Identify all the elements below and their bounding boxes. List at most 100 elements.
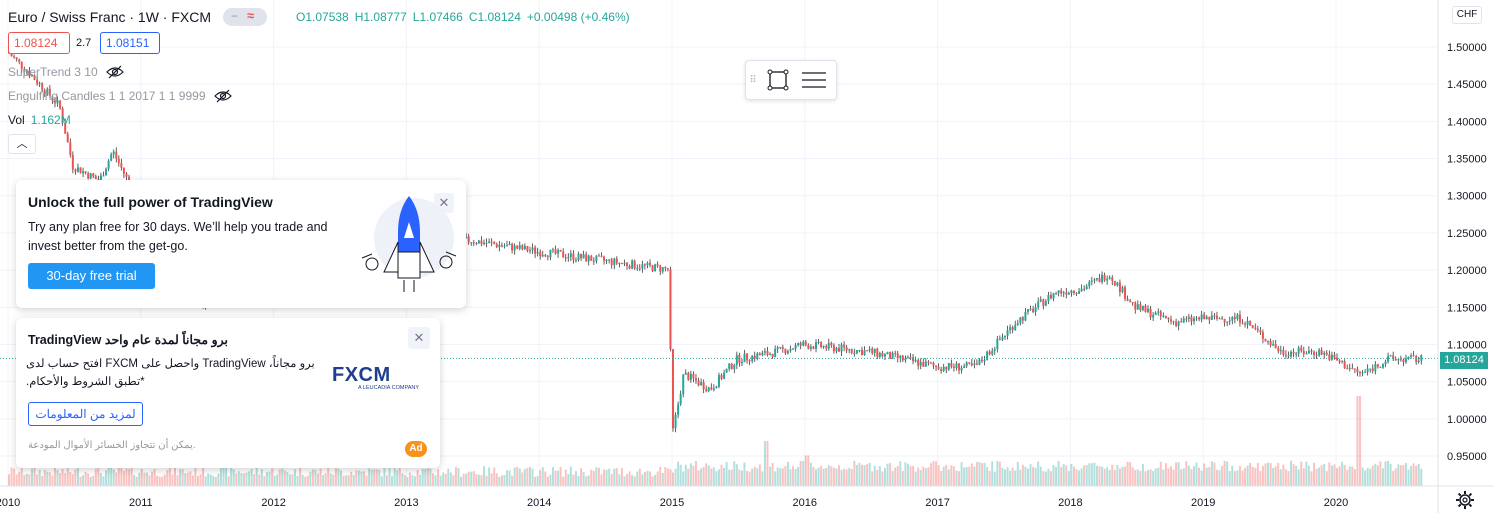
volume-bar [559,466,562,486]
candle-body [753,355,756,359]
close-icon[interactable]: ✕ [408,327,430,349]
candle-body [1348,367,1351,369]
candle-body [38,83,41,85]
volume-bar [1310,471,1313,486]
volume-label: Vol [8,113,25,127]
volume-bar [322,475,325,486]
candle-body [1353,368,1356,370]
volume-bar [408,472,411,486]
time-axis: 2010 2011 2012 2013 2014 2015 2016 2017 2018 2019… [0,497,1348,509]
volume-bar [1093,462,1096,486]
candle-body [551,249,554,251]
candle-body [1136,304,1139,310]
candle-body [477,240,480,244]
time-tick-label: 2014 [527,497,551,509]
candle-body [511,243,514,251]
volume-bar [1026,468,1029,486]
currency-button[interactable]: CHF [1452,6,1482,24]
free-trial-button[interactable]: 30-day free trial [28,263,155,289]
candle-body [1236,314,1239,319]
volume-bar [1126,461,1129,486]
candle-body [1131,302,1134,304]
open-value: O1.07538 [296,10,349,24]
volume-bar [314,469,317,486]
volume-bar [69,471,72,486]
volume-bar [1353,469,1356,486]
sell-button[interactable]: 1.08124 [8,32,70,54]
candle-body [746,353,749,361]
candle-body [889,352,892,359]
volume-bar [820,465,823,486]
candle-body [523,245,526,250]
candle-body [1011,327,1014,331]
indicator-label: Engulfing Candles 1 1 2017 1 1 9999 [8,89,206,103]
drag-handle-icon[interactable]: ⠿ [749,74,757,86]
candle-body [748,360,751,362]
candle-body [654,264,657,272]
volume-bar [345,475,348,486]
candle-body [1195,317,1198,319]
volume-bar [751,468,754,486]
candle-body [498,244,501,248]
buy-button[interactable]: 1.08151 [100,32,160,54]
candle-body [610,259,613,266]
volume-bar [1047,468,1050,486]
volume-bar [781,468,784,486]
candle-body [1361,372,1364,374]
volume-bar [498,476,501,486]
eye-off-icon[interactable] [213,89,232,103]
candle-body [758,353,761,356]
eye-off-icon[interactable] [105,65,124,79]
volume-bar [179,469,182,486]
volume-bar [917,467,920,486]
candle-body [822,346,825,348]
volume-bar [1290,460,1293,486]
candle-body [988,351,991,355]
candle-body [960,367,963,371]
volume-bar [883,467,886,486]
compare-toggle[interactable]: − ≈ [223,8,268,26]
candle-body [87,173,90,179]
volume-bar [472,471,475,486]
volume-bar [1338,466,1341,486]
volume-bar [981,463,984,486]
candle-body [807,344,810,349]
volume-bar [518,468,521,486]
candle-body [43,90,46,94]
candle-body [636,268,639,270]
candle-body [115,151,118,159]
volume-bar [965,466,968,486]
volume-bar [636,471,639,486]
candle-body [531,247,534,251]
price-tick-label: 1.45000 [1447,79,1487,91]
volume-bar [1134,469,1137,486]
volume-bar [1358,396,1361,486]
collapse-legend-button[interactable]: ︿ [8,134,36,154]
settings-lines-button[interactable] [796,62,832,98]
volume-bar [554,470,557,486]
candle-body [1376,364,1379,367]
volume-bar [378,470,381,486]
symbol-name[interactable]: Euro / Swiss Franc · 1W · FXCM [8,9,212,25]
candle-body [94,176,97,180]
learn-more-button[interactable]: لمزيد من المعلومات [28,402,143,426]
indicator-engulfing[interactable]: Engulfing Candles 1 1 2017 1 1 9999 [8,89,232,103]
volume-bar [25,473,28,486]
candle-body [1098,278,1101,283]
volume-bar [265,472,268,486]
rectangle-tool-button[interactable] [760,62,796,98]
volume-bar [1131,467,1134,486]
symbol-title[interactable]: Euro / Swiss Franc · 1W · FXCM − ≈ [8,8,268,26]
drawing-toolbar[interactable]: ⠿ [745,60,837,100]
volume-bar [1037,461,1040,486]
candle-body [1072,290,1075,293]
volume-bar [36,474,39,486]
volume-bar [28,474,31,486]
candle-body [802,341,805,346]
volume-bar [1090,463,1093,486]
volume-bar [1039,466,1042,486]
volume-legend[interactable]: Vol 1.162M [8,113,71,127]
volume-bar [587,475,590,486]
indicator-supertrend[interactable]: SuperTrend 3 10 [8,65,124,79]
gear-icon[interactable] [1455,490,1475,510]
